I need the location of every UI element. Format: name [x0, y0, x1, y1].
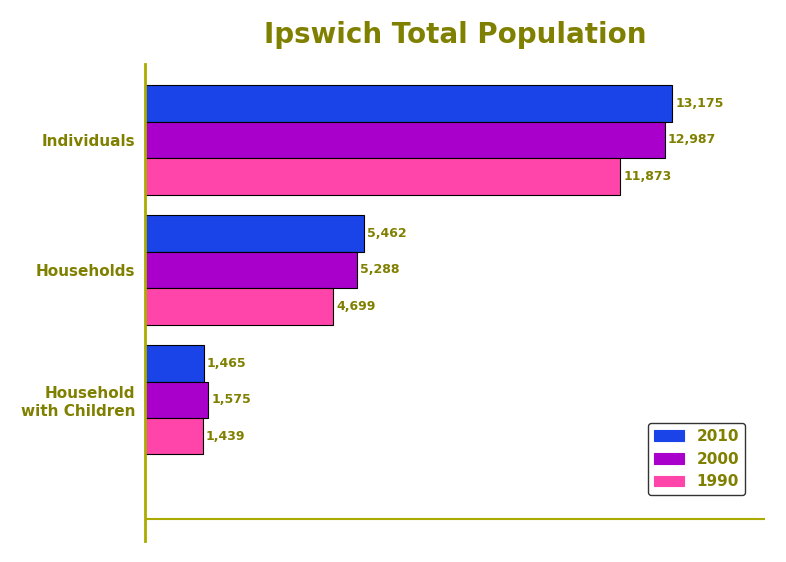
Bar — [145, 288, 333, 324]
Bar — [145, 418, 203, 455]
Text: 1,439: 1,439 — [206, 430, 245, 443]
Text: 12,987: 12,987 — [668, 133, 716, 147]
Bar — [145, 252, 357, 288]
Bar — [145, 122, 665, 158]
Bar — [145, 85, 672, 122]
Text: 1,465: 1,465 — [207, 357, 247, 370]
Text: 13,175: 13,175 — [675, 97, 724, 110]
Bar — [145, 215, 364, 252]
Text: 5,288: 5,288 — [360, 264, 399, 277]
Bar — [145, 382, 208, 418]
Text: 1,575: 1,575 — [211, 393, 251, 406]
Bar — [145, 158, 620, 194]
Legend: 2010, 2000, 1990: 2010, 2000, 1990 — [648, 423, 745, 495]
Text: 4,699: 4,699 — [336, 300, 376, 313]
Text: 11,873: 11,873 — [623, 170, 671, 183]
Bar — [145, 345, 204, 382]
Title: Ipswich Total Population: Ipswich Total Population — [264, 21, 646, 49]
Text: 5,462: 5,462 — [367, 227, 406, 240]
